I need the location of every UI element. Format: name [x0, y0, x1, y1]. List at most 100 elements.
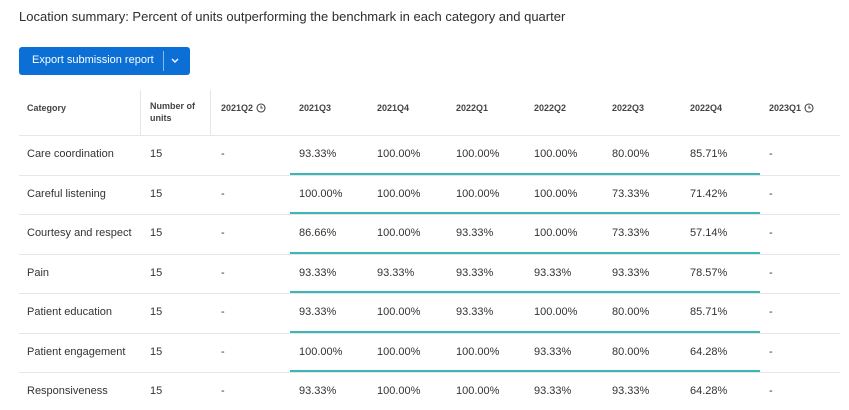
table-cell: 15	[150, 385, 163, 397]
table-cell: 93.33%	[299, 266, 337, 279]
table-cell: 100.00%	[456, 385, 500, 397]
row-divider	[19, 135, 840, 136]
table-cell: 93.33%	[456, 266, 494, 279]
row-highlight	[290, 172, 760, 175]
table-cell: -	[769, 148, 773, 160]
table-cell: 93.33%	[456, 306, 494, 318]
table-cell: 78.57%	[690, 266, 728, 279]
table-cell: Patient engagement	[27, 345, 126, 358]
table-cell: -	[769, 227, 773, 239]
table-cell: -	[221, 187, 225, 200]
table-cell: 100.00%	[456, 148, 500, 160]
page-title: Location summary: Percent of units outpe…	[19, 9, 566, 24]
row-highlight	[290, 370, 760, 372]
table-cell: 100.00%	[377, 148, 421, 160]
table-cell: 15	[150, 345, 163, 358]
table-cell: 80.00%	[612, 306, 650, 318]
table-cell: 100.00%	[534, 227, 578, 239]
table-cell: 100.00%	[534, 187, 578, 200]
row-highlight	[290, 251, 760, 254]
table-cell: 100.00%	[377, 227, 421, 239]
table-cell: 93.33%	[299, 306, 337, 318]
table-cell: 100.00%	[299, 187, 343, 200]
row-divider	[19, 174, 840, 176]
table-cell: 93.33%	[612, 266, 650, 279]
clock-icon	[256, 103, 266, 116]
table-cell: 15	[150, 148, 163, 160]
dropdown-chevron[interactable]	[170, 56, 180, 66]
table-cell: -	[769, 266, 773, 279]
column-header: 2021Q2	[221, 102, 283, 116]
row-divider	[19, 214, 840, 215]
table-cell: 100.00%	[377, 345, 421, 358]
table-cell: 93.33%	[534, 385, 572, 397]
table-cell: -	[769, 385, 773, 397]
row-highlight	[290, 212, 760, 214]
row-highlight	[290, 291, 760, 293]
clock-icon	[804, 103, 814, 116]
column-header: 2022Q3	[612, 103, 645, 113]
table-cell: 64.28%	[690, 385, 728, 397]
table-cell: 100.00%	[377, 306, 421, 318]
table-cell: Patient education	[27, 306, 113, 318]
table-cell: 93.33%	[299, 385, 337, 397]
column-header: 2022Q1	[456, 103, 489, 113]
table-cell: 80.00%	[612, 148, 650, 160]
table-cell: -	[221, 345, 225, 358]
column-divider	[140, 90, 141, 135]
row-divider	[19, 253, 840, 255]
column-header: 2023Q1	[769, 102, 831, 116]
table-cell: -	[221, 148, 225, 160]
table-cell: 100.00%	[534, 148, 578, 160]
column-header: 2021Q3	[299, 103, 332, 113]
table-cell: 100.00%	[456, 187, 500, 200]
table-cell: 100.00%	[299, 345, 343, 358]
column-header: 2021Q4	[377, 103, 410, 113]
table-cell: Pain	[27, 266, 50, 279]
table-cell: -	[769, 187, 773, 200]
table-cell: 71.42%	[690, 187, 728, 200]
table-cell: 85.71%	[690, 148, 728, 160]
table-cell: 86.66%	[299, 227, 337, 239]
divider	[163, 51, 164, 71]
table-cell: 100.00%	[534, 306, 578, 318]
table-cell: 93.33%	[299, 148, 337, 160]
table-cell: -	[769, 345, 773, 358]
table-cell: 15	[150, 266, 163, 279]
table-cell: 15	[150, 227, 163, 239]
column-header: 2022Q2	[534, 103, 567, 113]
table-cell: 15	[150, 306, 163, 318]
table-cell: Courtesy and respect	[27, 227, 132, 239]
table-cell: -	[221, 266, 225, 279]
table-cell: 93.33%	[612, 385, 650, 397]
table-cell: 15	[150, 187, 163, 200]
table-cell: 93.33%	[534, 345, 572, 358]
button-label[interactable]: Export submission report	[32, 54, 154, 66]
table-cell: 100.00%	[377, 187, 421, 200]
table-cell: 93.33%	[456, 227, 494, 239]
table-cell: 93.33%	[534, 266, 572, 279]
table-cell: Care coordination	[27, 148, 114, 160]
table-cell: 64.28%	[690, 345, 728, 358]
column-header: Number of units	[150, 101, 195, 123]
table-cell: 57.14%	[690, 227, 728, 239]
table-cell: 85.71%	[690, 306, 728, 318]
table-cell: 73.33%	[612, 227, 650, 239]
export-button[interactable]: Export submission report	[19, 47, 190, 75]
table-cell: -	[221, 385, 225, 397]
table-cell: -	[221, 227, 225, 239]
table-cell: 93.33%	[377, 266, 415, 279]
table-cell: -	[769, 306, 773, 318]
table-cell: 73.33%	[612, 187, 650, 200]
table-cell: Careful listening	[27, 187, 106, 200]
column-divider	[210, 90, 211, 135]
row-divider	[19, 332, 840, 334]
table-cell: 80.00%	[612, 345, 650, 358]
table-cell: -	[221, 306, 225, 318]
row-highlight	[290, 330, 760, 333]
row-divider	[19, 293, 840, 294]
row-divider	[19, 372, 840, 373]
column-header: 2022Q4	[690, 103, 723, 113]
table-cell: 100.00%	[377, 385, 421, 397]
